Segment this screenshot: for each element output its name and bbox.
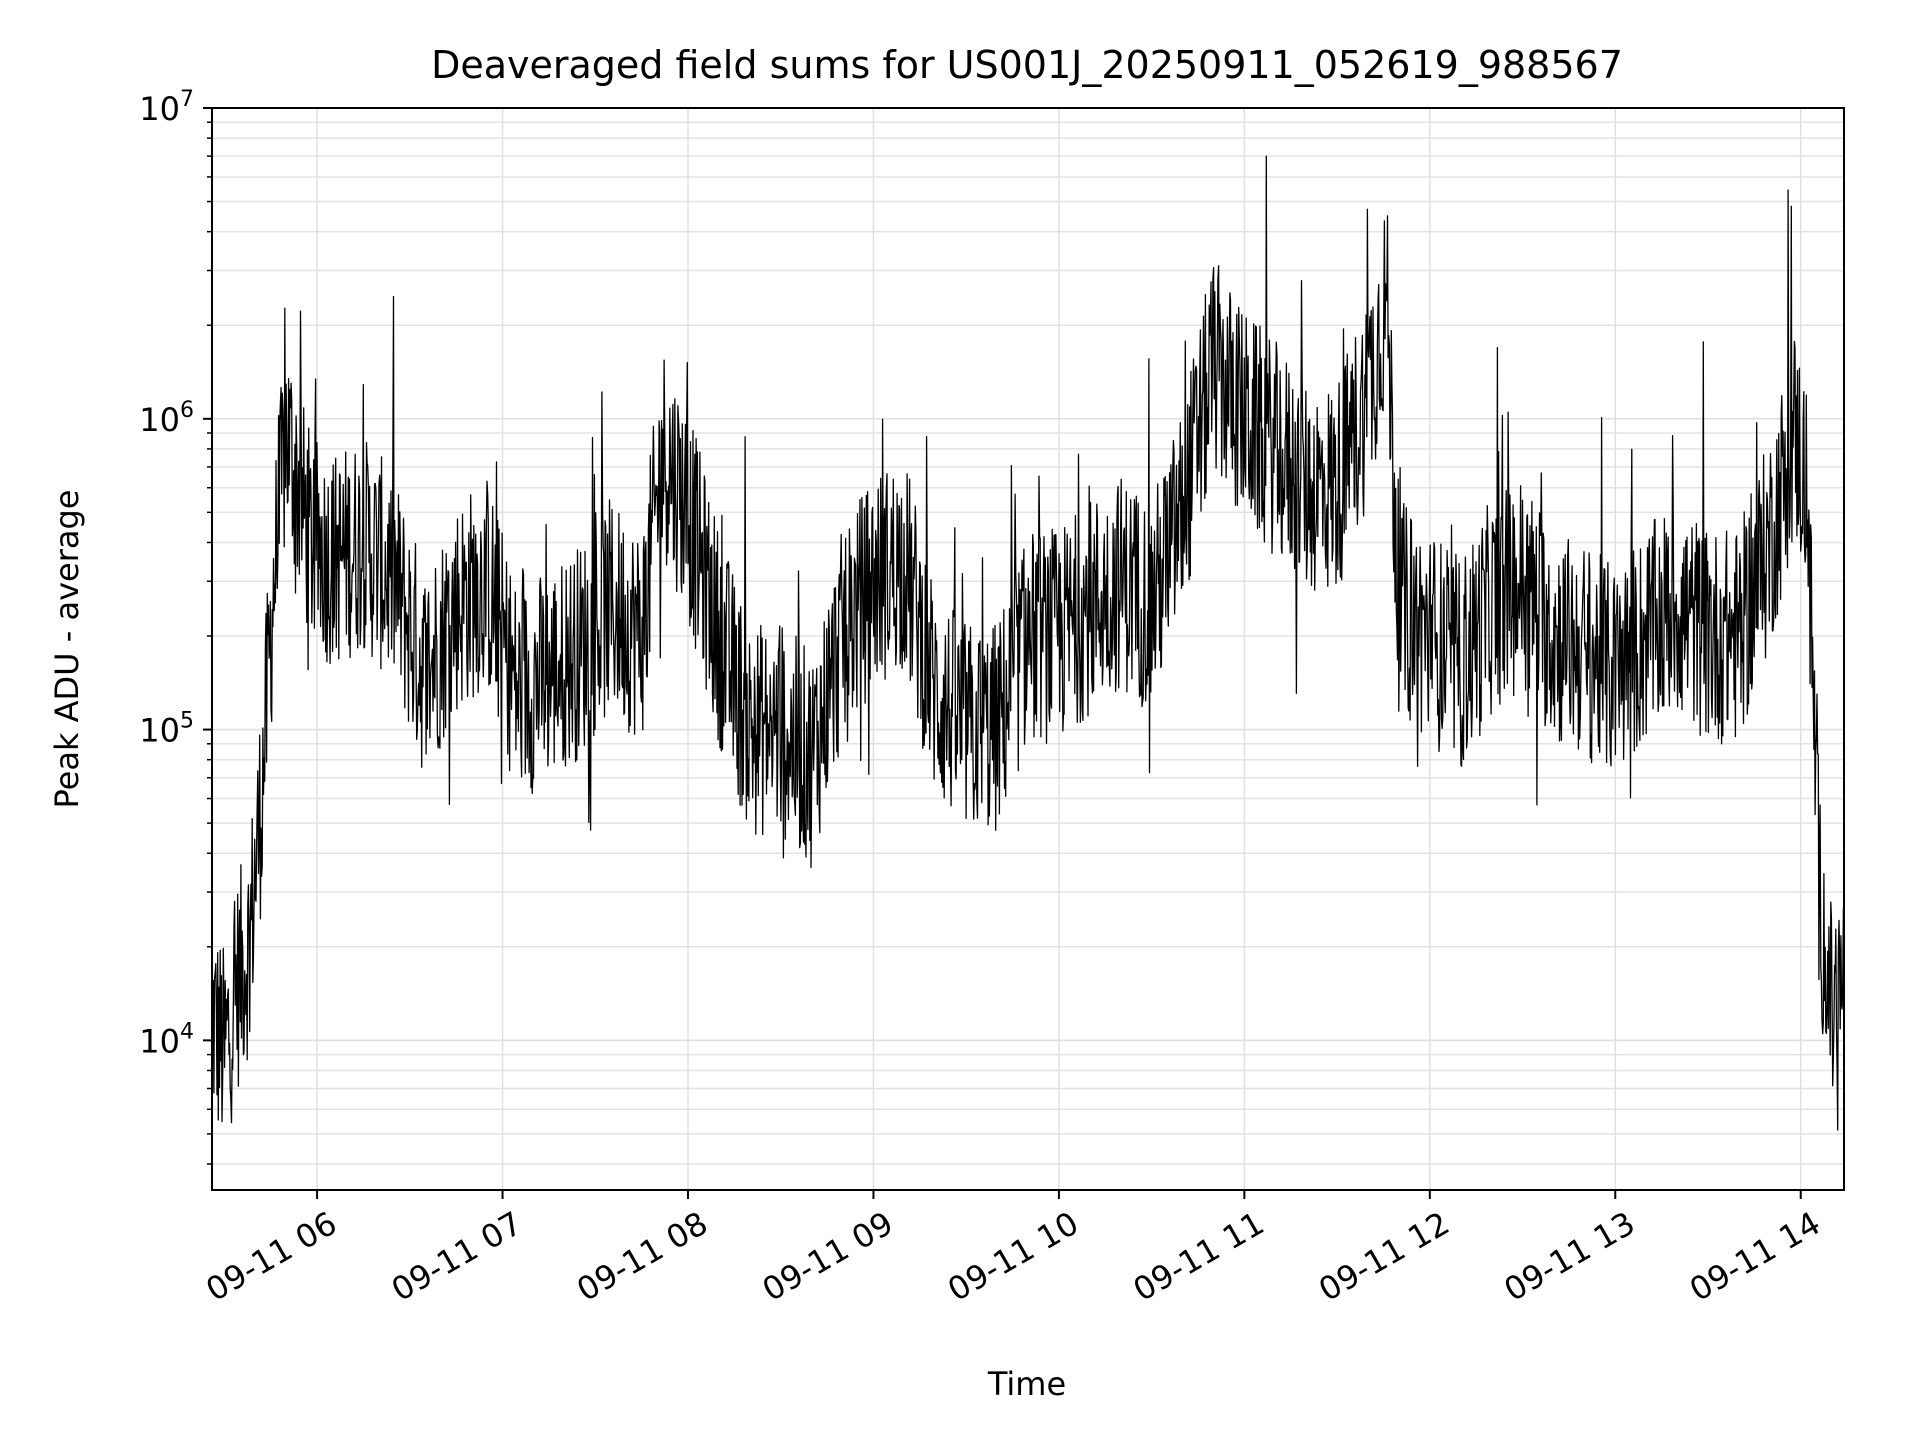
x-tick-label: 09-11 13 xyxy=(1498,1204,1642,1309)
y-axis: 104 105 106 107 xyxy=(139,87,212,1165)
x-tick-label: 09-11 12 xyxy=(1312,1204,1456,1309)
x-tick-label: 09-11 08 xyxy=(570,1204,714,1309)
y-tick-label: 104 xyxy=(139,1019,194,1060)
y-tick-label: 106 xyxy=(139,398,194,439)
y-tick-label: 107 xyxy=(139,87,194,128)
x-axis-label: Time xyxy=(987,1365,1066,1403)
chart-title: Deaveraged field sums for US001J_2025091… xyxy=(431,43,1623,87)
x-tick-label: 09-11 10 xyxy=(941,1204,1085,1309)
y-axis-label: Peak ADU - average xyxy=(48,490,86,809)
x-tick-label: 09-11 07 xyxy=(385,1204,529,1309)
y-tick-label: 105 xyxy=(139,709,194,750)
series-line xyxy=(211,155,1845,1131)
x-tick-label: 09-11 11 xyxy=(1127,1204,1271,1309)
x-axis: 09-11 06 09-11 07 09-11 08 09-11 09 09-11 10… xyxy=(199,1190,1827,1309)
x-tick-label: 09-11 09 xyxy=(756,1204,900,1309)
x-tick-label: 09-11 06 xyxy=(199,1204,343,1309)
x-tick-label: 09-11 14 xyxy=(1683,1204,1827,1309)
plot-frame xyxy=(211,107,1845,1191)
grid xyxy=(212,107,1844,1190)
